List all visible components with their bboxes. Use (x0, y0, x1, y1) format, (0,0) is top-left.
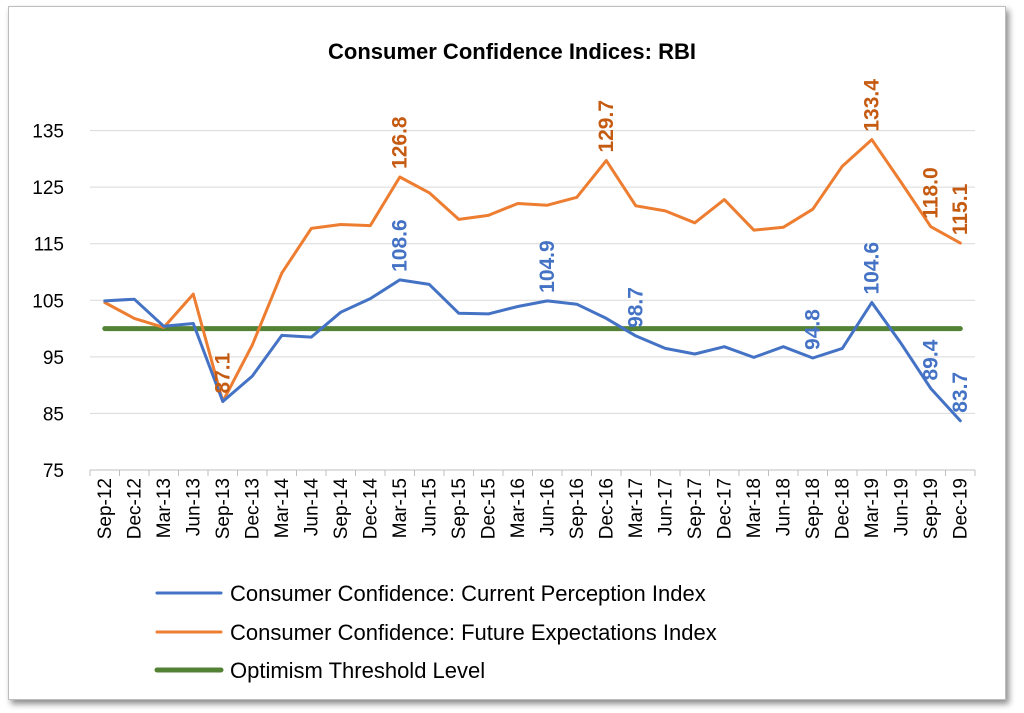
x-tick-label: Jun-15 (419, 478, 440, 536)
x-axis: Sep-12 Dec-12 Mar-13 Jun-13 Sep-13 Dec-13 Mar-… (89, 469, 976, 540)
data-label: 126.8 (389, 116, 412, 169)
x-tick-label: Dec-16 (596, 478, 617, 539)
y-tick-label: 85 (43, 404, 64, 425)
x-tick-label: Mar-16 (508, 478, 529, 538)
data-label: 83.7 (949, 372, 972, 413)
chart-frame (8, 6, 1006, 700)
y-tick-label: 95 (43, 348, 64, 369)
data-label: 108.6 (389, 219, 412, 272)
y-tick-label: 75 (43, 461, 64, 482)
data-label: 118.0 (920, 167, 943, 218)
y-axis: 75 85 95 105 115 125 135 (32, 122, 64, 482)
x-tick-label: Dec-17 (714, 478, 735, 539)
legend-label: Optimism Threshold Level (230, 658, 485, 683)
x-tick-label: Sep-13 (213, 478, 234, 539)
x-tick-label: Mar-17 (626, 478, 647, 538)
x-tick-label: Jun-18 (773, 478, 794, 536)
legend-label: Consumer Confidence: Future Expectations… (230, 620, 717, 645)
data-label: 89.4 (920, 339, 943, 380)
x-tick-label: Sep-14 (331, 478, 352, 540)
x-tick-label: Sep-12 (95, 478, 116, 539)
x-tick-label: Dec-18 (832, 478, 853, 539)
data-label: 98.7 (625, 287, 648, 328)
x-tick-label: Sep-16 (567, 478, 588, 539)
data-label: 94.8 (802, 309, 825, 350)
data-label: 115.1 (949, 183, 972, 235)
x-tick-label: Mar-19 (862, 478, 883, 538)
x-tick-label: Sep-18 (803, 478, 824, 539)
data-label: 133.4 (861, 79, 884, 132)
x-tick-label: Jun-16 (537, 478, 558, 536)
x-tick-label: Mar-13 (154, 478, 175, 538)
x-tick-label: Dec-15 (478, 478, 499, 539)
y-tick-label: 105 (32, 291, 64, 312)
x-tick-label: Mar-14 (272, 478, 293, 539)
data-label: 104.6 (861, 242, 884, 295)
gridlines (90, 130, 975, 414)
x-tick-label: Mar-15 (390, 478, 411, 538)
x-tick-label: Jun-13 (183, 478, 204, 536)
plot-lines (102, 138, 963, 423)
data-label: 87.1 (212, 352, 235, 393)
y-tick-label: 115 (34, 235, 64, 256)
x-tick-label: Dec-12 (124, 478, 145, 539)
x-tick-label: Jun-17 (655, 478, 676, 536)
legend-label: Consumer Confidence: Current Perception … (230, 581, 706, 606)
data-labels: 108.6 104.9 98.7 94.8 104.6 89.4 83.7 87.1 126.8… (212, 79, 973, 413)
x-tick-label: Dec-19 (950, 478, 971, 539)
y-tick-label: 135 (32, 122, 64, 143)
series-line (103, 278, 962, 423)
x-tick-label: Dec-14 (360, 478, 381, 540)
data-label: 129.7 (595, 100, 618, 153)
x-tick-label: Jun-19 (891, 478, 912, 536)
chart-title: Consumer Confidence Indices: RBI (328, 39, 696, 64)
y-tick-label: 125 (32, 178, 64, 199)
data-label: 104.9 (536, 240, 559, 293)
x-tick-label: Mar-18 (744, 478, 765, 538)
series-line (103, 138, 962, 403)
x-tick-label: Jun-14 (301, 478, 322, 537)
x-tick-label: Sep-15 (449, 478, 470, 539)
x-tick-label: Dec-13 (242, 478, 263, 539)
x-tick-label: Sep-19 (921, 478, 942, 539)
legend: Consumer Confidence: Current Perception … (154, 581, 717, 683)
x-tick-label: Sep-17 (685, 478, 706, 539)
